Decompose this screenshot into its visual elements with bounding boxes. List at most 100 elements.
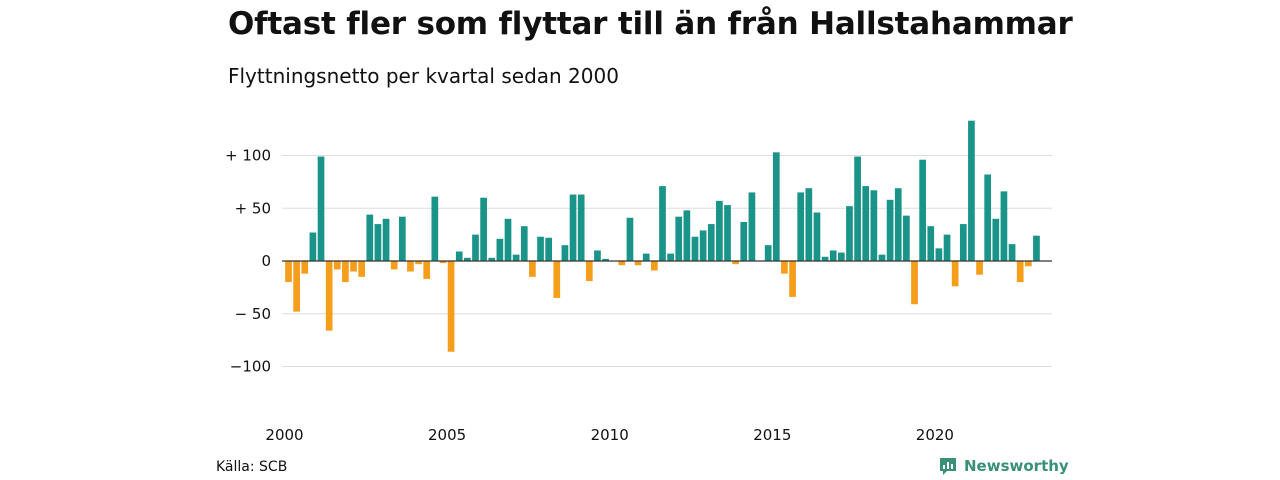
- brand-label: Newsworthy: [964, 457, 1069, 475]
- bar: [488, 257, 496, 261]
- bar: [805, 188, 813, 261]
- bar: [472, 234, 479, 262]
- y-tick-label: 0: [261, 252, 271, 270]
- bar: [651, 261, 658, 271]
- bar: [878, 254, 886, 261]
- bar: [976, 261, 983, 275]
- bar: [781, 261, 788, 274]
- bar: [740, 221, 748, 261]
- x-tick-label: 2015: [753, 426, 791, 444]
- bar: [789, 261, 796, 297]
- bar: [911, 261, 918, 305]
- bar: [569, 194, 577, 261]
- bar: [732, 261, 739, 265]
- chart-subtitle: Flyttningsnetto per kvartal sedan 2000: [228, 64, 619, 88]
- bar: [529, 261, 536, 277]
- bar: [358, 261, 366, 277]
- x-tick-label: 2000: [265, 426, 303, 444]
- y-tick-label: −100: [230, 358, 271, 376]
- bar: [886, 199, 894, 261]
- bar: [716, 200, 723, 261]
- bar: [301, 261, 309, 274]
- bar: [870, 190, 878, 261]
- bar: [398, 216, 406, 261]
- x-tick-label: 2020: [916, 426, 954, 444]
- bar: [642, 253, 650, 261]
- bar: [512, 254, 520, 261]
- bar: [464, 257, 471, 261]
- bar: [1008, 244, 1016, 261]
- x-tick-label: 2010: [591, 426, 629, 444]
- bar: [772, 152, 780, 261]
- bar: [293, 261, 300, 312]
- bar: [764, 245, 772, 261]
- bar: [602, 258, 609, 261]
- newsworthy-logo: Newsworthy: [938, 456, 1069, 476]
- bar: [480, 197, 487, 261]
- bar: [317, 156, 325, 261]
- bar: [951, 261, 959, 287]
- bar: [545, 237, 553, 261]
- bar: [659, 186, 666, 261]
- bar: [325, 261, 333, 331]
- bar: [1024, 261, 1032, 267]
- bar: [634, 261, 642, 266]
- y-tick-label: − 50: [235, 305, 271, 323]
- bar: [439, 261, 447, 264]
- bar: [333, 261, 341, 270]
- bar: [699, 230, 707, 261]
- bar: [407, 261, 414, 272]
- bar: [675, 216, 683, 261]
- bar: [748, 192, 756, 261]
- bar: [455, 251, 463, 261]
- bar: [959, 224, 967, 261]
- bar: [854, 156, 861, 261]
- newsworthy-logo-icon: [940, 458, 956, 475]
- bar: [594, 250, 601, 261]
- bar: [577, 194, 585, 261]
- bar: [813, 212, 821, 261]
- bar: [585, 261, 593, 282]
- bar: [829, 250, 837, 261]
- source-label: Källa: SCB: [216, 459, 288, 475]
- bar: [626, 217, 634, 261]
- x-tick-labels: 2000 2005 2010 2015 2020: [265, 426, 954, 444]
- y-tick-labels: + 100 + 50 0 − 50 −100: [225, 147, 271, 376]
- bar: [504, 218, 512, 261]
- x-tick-label: 2005: [428, 426, 466, 444]
- bar: [683, 210, 691, 261]
- bar: [919, 159, 926, 261]
- chart-title: Oftast fler som flyttar till än från Hal…: [228, 6, 1073, 42]
- bar: [927, 226, 935, 261]
- bar: [1000, 191, 1008, 261]
- bar: [894, 188, 902, 261]
- bar: [837, 252, 845, 261]
- bar: [374, 224, 382, 261]
- bar: [821, 256, 829, 261]
- bar: [968, 120, 975, 261]
- y-tick-label: + 50: [235, 199, 271, 217]
- bar: [350, 261, 357, 272]
- bar: [618, 261, 626, 266]
- bar: [707, 224, 715, 261]
- bar: [447, 261, 455, 352]
- bars: [285, 120, 1040, 352]
- y-tick-label: + 100: [225, 147, 271, 165]
- bar: [553, 261, 561, 298]
- bar: [1016, 261, 1024, 283]
- bar: [366, 214, 374, 261]
- bar: [561, 245, 569, 261]
- bar: [285, 261, 292, 283]
- bar: [992, 218, 1000, 261]
- bar: [846, 206, 853, 261]
- bar: [724, 205, 731, 261]
- bar: [382, 218, 390, 261]
- bar: [309, 232, 317, 261]
- bar: [431, 196, 439, 261]
- bar: [496, 238, 504, 261]
- bar: [537, 236, 544, 261]
- bar: [862, 186, 870, 261]
- bar: [903, 215, 910, 261]
- bar: [423, 261, 431, 279]
